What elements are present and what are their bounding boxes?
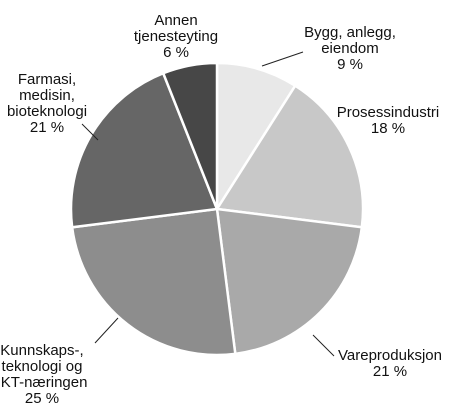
- leader-line-3: [94, 317, 119, 344]
- pie-slice-2: [215, 207, 364, 356]
- slice-label-line: tjenesteyting: [134, 28, 218, 45]
- pie-slice-4: [69, 71, 219, 229]
- slice-label-0: Bygg, anlegg, eiendom 9 %: [304, 24, 396, 73]
- slice-label-line: eiendom: [321, 40, 379, 57]
- leader-line-4: [81, 123, 99, 141]
- slice-label-line: Kunnskaps-,: [0, 342, 83, 359]
- slice-label-1: Prosessindustri 18 %: [337, 104, 440, 137]
- slice-label-line: 21 %: [30, 119, 64, 136]
- slice-label-line: IKT-næringen: [0, 374, 87, 391]
- slice-label-line: 9 %: [337, 56, 363, 73]
- slice-label-2: Vareproduksjon 21 %: [338, 347, 442, 380]
- slice-label-4: Farmasi, medisin, bioteknologi 21 %: [7, 71, 87, 136]
- slice-label-line: 18 %: [371, 120, 405, 137]
- slice-label-line: 21 %: [373, 363, 407, 380]
- slice-label-line: Vareproduksjon: [338, 347, 442, 364]
- pie-slice-0: [215, 61, 297, 214]
- leader-line-2: [312, 334, 335, 357]
- slice-labels: Bygg, anlegg, eiendom 9 % Prosessindustri 18…: [0, 12, 442, 407]
- slice-label-line: Annen: [154, 12, 197, 29]
- pie-slice-1: [214, 84, 365, 229]
- leader-line-0: [261, 51, 304, 67]
- slice-label-line: Farmasi,: [18, 71, 76, 88]
- slice-label-line: 6 %: [163, 44, 189, 61]
- slice-label-line: teknologi og: [2, 358, 83, 375]
- slice-label-line: Bygg, anlegg,: [304, 24, 396, 41]
- pie-slice-5: [161, 61, 219, 210]
- slice-label-line: bioteknologi: [7, 103, 87, 120]
- slice-label-line: 25 %: [25, 390, 59, 407]
- leader-lines: [81, 51, 335, 357]
- pie-slice-3: [70, 207, 237, 357]
- pie-slices: [69, 61, 365, 357]
- slice-label-line: Prosessindustri: [337, 104, 440, 121]
- slice-label-5: Annen tjenesteyting 6 %: [134, 12, 218, 61]
- slice-label-line: medisin,: [19, 87, 75, 104]
- slice-label-3: Kunnskaps-, teknologi og IKT-næringen 25 %: [0, 342, 87, 407]
